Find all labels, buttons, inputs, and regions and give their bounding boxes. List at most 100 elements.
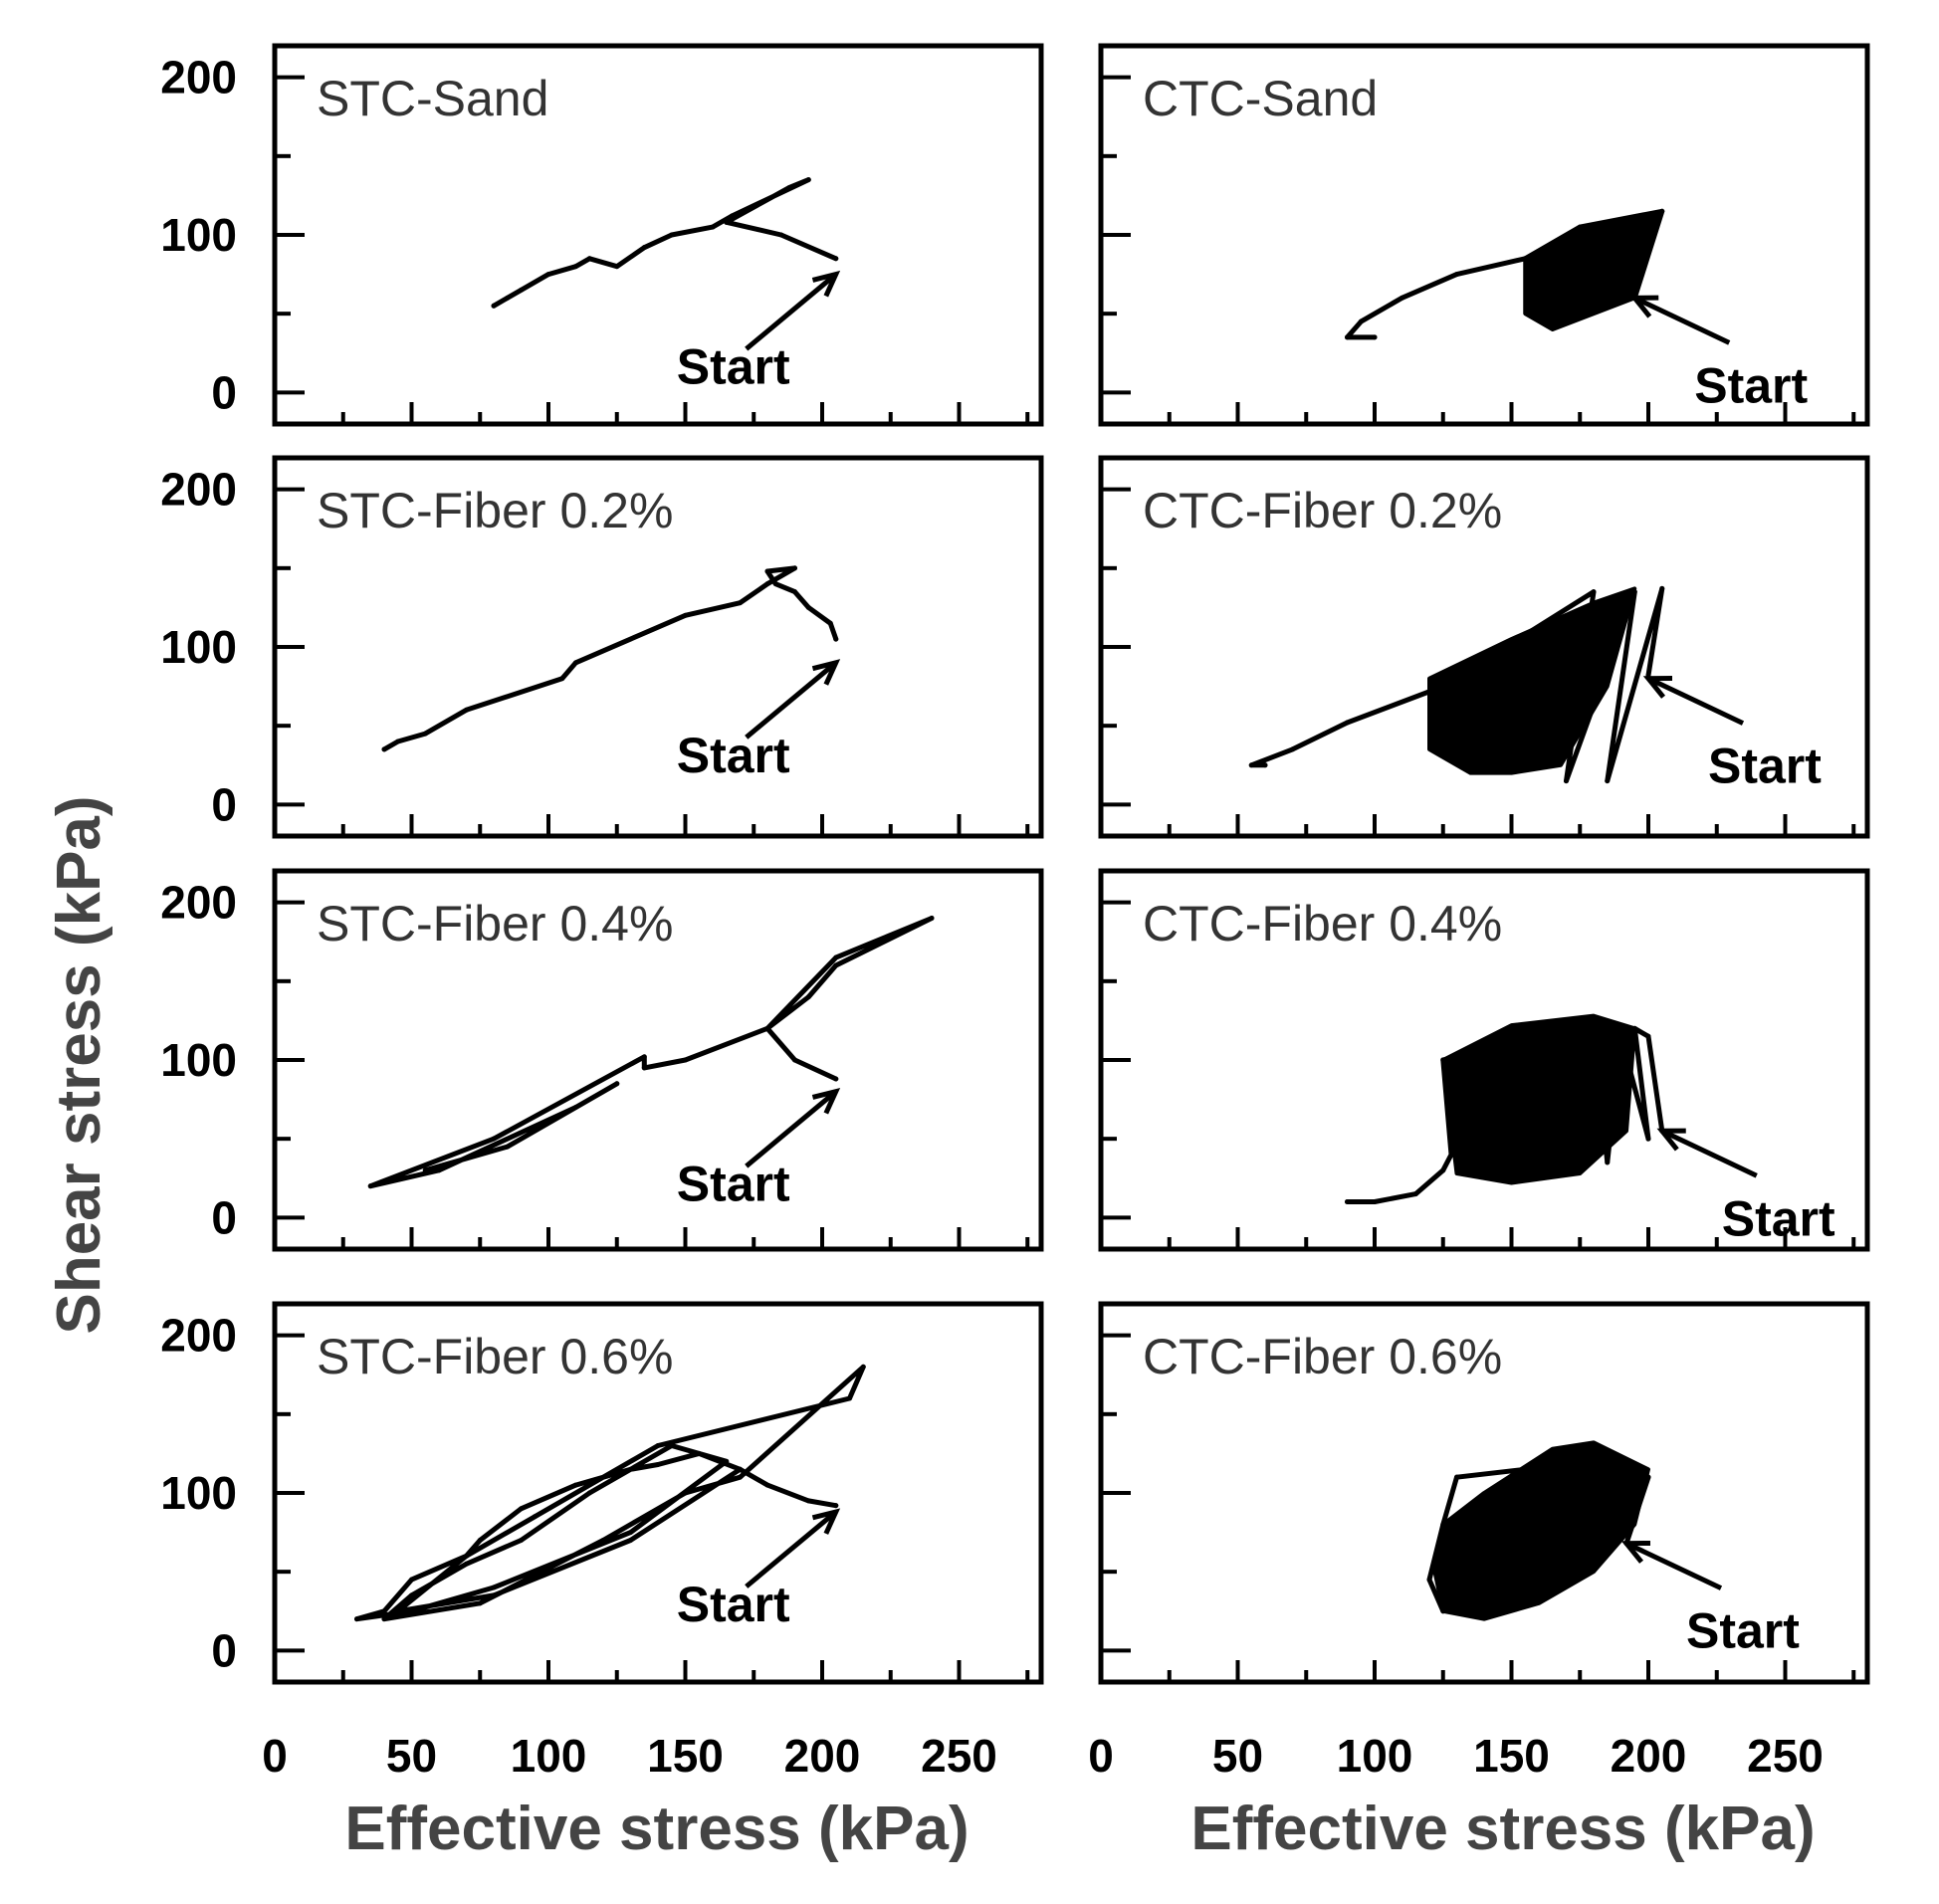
stress-path-point [586, 1490, 592, 1496]
panel-2: 0 100 200 STC-Fiber 0.2% Start [160, 455, 1044, 839]
stress-path-point [805, 604, 811, 610]
stress-path-point [1577, 224, 1583, 230]
x-tick-label: 200 [784, 1730, 861, 1782]
x-tick-label: 50 [1212, 1730, 1263, 1782]
stress-path-point [792, 565, 797, 571]
start-label: Start [677, 339, 790, 395]
stress-path-point [477, 1538, 483, 1543]
start-arrow-head [811, 1087, 841, 1115]
start-arrow-line [1660, 1128, 1758, 1178]
stress-path-point [1659, 585, 1665, 591]
stress-path-point [600, 1538, 606, 1543]
stress-path-point [683, 1057, 688, 1063]
stress-path-point [1645, 1033, 1651, 1039]
start-label: Start [677, 1577, 790, 1632]
stress-path-point [573, 1482, 578, 1488]
stress-path-point [929, 916, 935, 921]
stress-path-point [1591, 1025, 1597, 1031]
stress-path-point [724, 1458, 730, 1464]
stress-path-point [805, 1498, 811, 1504]
start-arrow-head [1629, 295, 1659, 318]
panel-title: CTC-Fiber 0.4% [1143, 896, 1502, 952]
stress-path-point [833, 256, 839, 262]
stress-path-point [764, 568, 770, 574]
panel-1: CTC-Sand Start [1098, 43, 1870, 427]
start-label: Start [677, 1157, 790, 1212]
panel-7: 0 50 100 150 200 250 CTC-Fiber 0.6% Start [1088, 1301, 1870, 1782]
y-tick-label: 0 [211, 366, 237, 418]
stress-path-point [1522, 256, 1528, 262]
x-tick-label: 250 [921, 1730, 997, 1782]
stress-path-point [792, 589, 797, 595]
stress-path-point [669, 232, 675, 238]
stress-path-point [1372, 334, 1378, 340]
stress-path-point [847, 1395, 852, 1401]
stress-path-point [641, 1065, 647, 1071]
start-arrow-head [1656, 1128, 1686, 1152]
stress-path-point [422, 731, 428, 737]
start-label: Start [677, 728, 790, 783]
stress-path-point [381, 1616, 387, 1622]
stress-path-point [477, 1600, 483, 1606]
stress-path-line [491, 177, 839, 309]
stress-path-point [614, 264, 620, 270]
stress-path-point [1605, 1160, 1611, 1165]
stress-path-point [628, 1466, 633, 1472]
stress-path-point [464, 1561, 469, 1567]
y-tick-label: 200 [160, 52, 237, 104]
stress-path-point [381, 1608, 387, 1614]
stress-path-point [738, 1474, 743, 1480]
stress-path-point [833, 962, 839, 968]
stress-path-point [464, 1553, 469, 1559]
y-tick-label: 100 [160, 1467, 237, 1519]
stress-path-point [1631, 1025, 1637, 1031]
stress-path-point [1440, 1167, 1446, 1173]
stress-path-point [1345, 720, 1350, 726]
stress-path-point [1440, 1057, 1446, 1063]
stress-path-point [778, 232, 784, 238]
y-tick-label: 0 [211, 1191, 237, 1243]
stress-path-point [1248, 762, 1254, 768]
start-label: Start [1722, 1190, 1835, 1246]
panel-6: 0 100 200 0 50 100 150 200 250 STC-Fiber 0.6% Star… [160, 1301, 1044, 1782]
y-tick-label: 200 [160, 1310, 237, 1362]
stress-path-point [532, 1514, 538, 1520]
x-tick-label: 200 [1611, 1730, 1687, 1782]
start-arrow-head [811, 659, 841, 686]
stress-path-point [860, 1364, 866, 1370]
stress-path-point [381, 746, 387, 752]
panel-0: 0 100 200 STC-Sand Start [160, 43, 1044, 427]
panel-title: CTC-Fiber 0.6% [1143, 1329, 1502, 1384]
start-arrow-head [811, 1508, 841, 1535]
y-tick-label: 0 [211, 778, 237, 830]
panel-title: CTC-Fiber 0.2% [1143, 483, 1502, 538]
stress-path-point [655, 1443, 661, 1448]
y-tick-label: 0 [211, 1624, 237, 1676]
start-arrow-line [1633, 296, 1731, 345]
stress-path-point [395, 739, 401, 744]
dense-cycle-region [1440, 1013, 1637, 1185]
x-tick-label: 150 [1473, 1730, 1550, 1782]
stress-path-point [614, 1081, 620, 1087]
stress-path-point [422, 1167, 428, 1173]
stress-path-point [1645, 1136, 1651, 1142]
stress-path-point [505, 1144, 511, 1150]
stress-path-point [1631, 589, 1637, 595]
stress-path-point [1591, 589, 1597, 595]
stress-path-point [519, 1538, 524, 1543]
stress-path-point [409, 1608, 414, 1614]
start-arrow-head [811, 270, 841, 298]
stress-path-point [1659, 208, 1665, 214]
y-axis-title: Shear stress (kPa) [45, 795, 113, 1334]
stress-path-point [573, 264, 578, 270]
stress-path-point [724, 219, 730, 225]
stress-path-point [827, 620, 833, 626]
x-tick-label: 100 [1337, 1730, 1413, 1782]
stress-path-point [641, 1054, 647, 1060]
stress-path-point [1440, 1522, 1446, 1528]
stress-path-point [491, 1136, 497, 1142]
stress-path-point [1454, 272, 1459, 278]
stress-path-point [805, 994, 811, 1000]
stress-path-point [573, 1105, 578, 1110]
